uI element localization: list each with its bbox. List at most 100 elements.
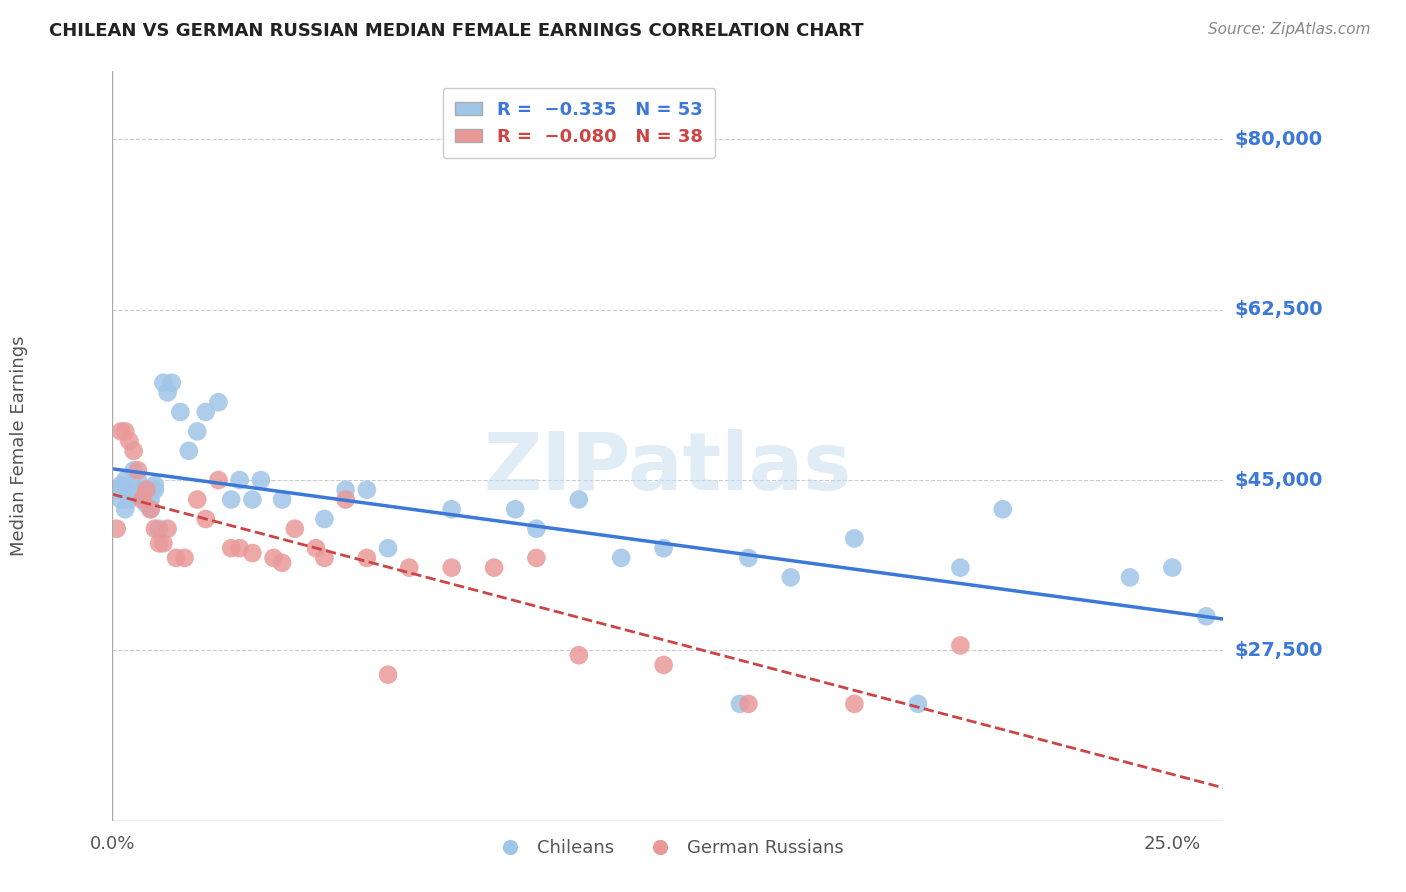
Point [143, 478, 166, 492]
Point [219, 492, 242, 507]
Point [194, 512, 217, 526]
Point [160, 376, 183, 390]
Point [122, 463, 145, 477]
Point [250, 473, 273, 487]
Point [335, 483, 357, 497]
Point [844, 697, 866, 711]
Point [284, 522, 307, 536]
Point [271, 492, 294, 507]
Text: $45,000: $45,000 [1234, 471, 1323, 490]
Point [122, 443, 145, 458]
Text: 25.0%: 25.0% [1144, 835, 1201, 854]
Point [242, 492, 264, 507]
Point [118, 434, 141, 449]
Point [127, 463, 149, 477]
Point [127, 473, 149, 487]
Text: Median Female Earnings: Median Female Earnings [10, 335, 28, 557]
Point [991, 502, 1014, 516]
Point [177, 443, 200, 458]
Point [152, 536, 174, 550]
Point [148, 536, 170, 550]
Point [482, 560, 505, 574]
Point [314, 512, 336, 526]
Point [127, 483, 149, 497]
Point [186, 492, 208, 507]
Point [169, 405, 191, 419]
Point [135, 483, 157, 497]
Point [207, 395, 229, 409]
Point [186, 425, 208, 439]
Point [907, 697, 929, 711]
Point [110, 492, 132, 507]
Point [335, 492, 357, 507]
Point [398, 560, 420, 574]
Point [440, 560, 463, 574]
Point [949, 639, 972, 653]
Point [207, 473, 229, 487]
Point [165, 550, 187, 565]
Point [118, 483, 141, 497]
Point [148, 522, 170, 536]
Text: ZIPatlas: ZIPatlas [484, 429, 852, 508]
Point [377, 667, 399, 681]
Point [228, 541, 250, 556]
Point [314, 550, 336, 565]
Point [156, 385, 179, 400]
Text: CHILEAN VS GERMAN RUSSIAN MEDIAN FEMALE EARNINGS CORRELATION CHART: CHILEAN VS GERMAN RUSSIAN MEDIAN FEMALE … [49, 22, 863, 40]
Point [356, 550, 378, 565]
Point [228, 473, 250, 487]
Point [271, 556, 294, 570]
Point [440, 502, 463, 516]
Point [526, 522, 548, 536]
Text: 0.0%: 0.0% [90, 835, 135, 854]
Point [652, 541, 675, 556]
Point [737, 697, 759, 711]
Point [135, 497, 157, 511]
Point [139, 492, 162, 507]
Text: $80,000: $80,000 [1234, 130, 1323, 149]
Point [139, 502, 162, 516]
Point [156, 522, 179, 536]
Point [263, 550, 285, 565]
Point [114, 502, 136, 516]
Point [356, 483, 378, 497]
Point [1161, 560, 1184, 574]
Point [143, 522, 166, 536]
Point [143, 483, 166, 497]
Point [105, 483, 128, 497]
Point [135, 483, 157, 497]
Point [219, 541, 242, 556]
Point [652, 657, 675, 672]
Point [526, 550, 548, 565]
Point [114, 425, 136, 439]
Point [242, 546, 264, 560]
Point [610, 550, 633, 565]
Point [105, 522, 128, 536]
Point [305, 541, 328, 556]
Text: $62,500: $62,500 [1234, 301, 1323, 319]
Point [728, 697, 751, 711]
Point [779, 570, 801, 584]
Point [139, 502, 162, 516]
Point [194, 405, 217, 419]
Point [152, 376, 174, 390]
Point [110, 478, 132, 492]
Text: Source: ZipAtlas.com: Source: ZipAtlas.com [1208, 22, 1371, 37]
Point [737, 550, 759, 565]
Point [131, 492, 153, 507]
Point [131, 488, 153, 502]
Point [568, 648, 591, 663]
Point [122, 488, 145, 502]
Point [173, 550, 195, 565]
Text: $27,500: $27,500 [1234, 640, 1323, 660]
Point [377, 541, 399, 556]
Point [131, 483, 153, 497]
Point [1119, 570, 1142, 584]
Point [844, 532, 866, 546]
Point [568, 492, 591, 507]
Point [110, 425, 132, 439]
Point [114, 473, 136, 487]
Point [949, 560, 972, 574]
Point [118, 492, 141, 507]
Point [503, 502, 526, 516]
